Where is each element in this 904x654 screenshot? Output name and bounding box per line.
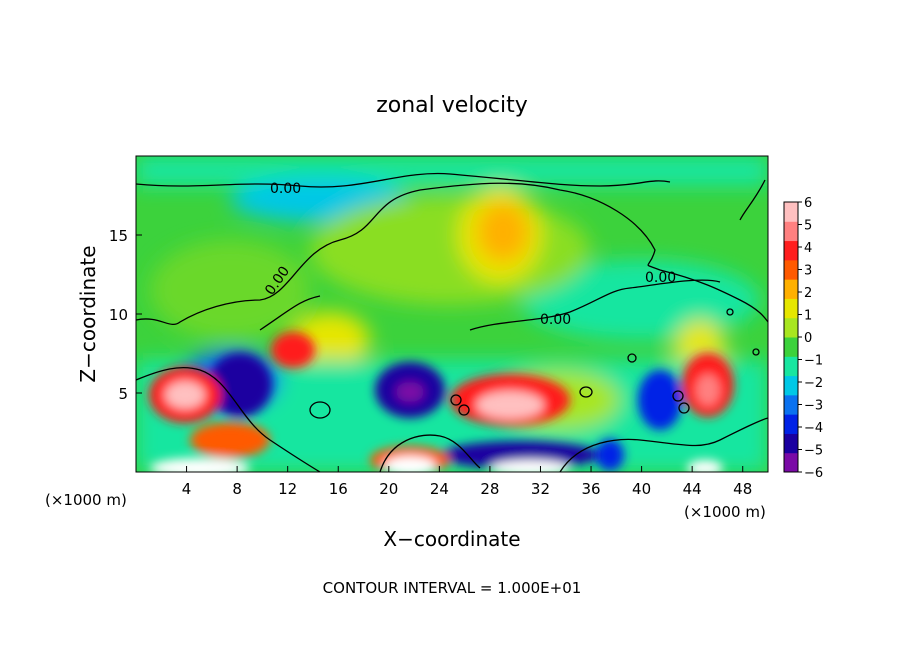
- pink-core-left: [165, 381, 205, 409]
- x-tick-label: 36: [581, 480, 600, 498]
- contour-loop-7: [458, 404, 470, 416]
- colorbar-swatch: [784, 375, 798, 396]
- white-bottom-far-right: [687, 460, 723, 472]
- pink-core-center: [476, 391, 544, 419]
- x-unit-left: (×1000 m): [45, 491, 127, 509]
- contour-center: [469, 279, 721, 331]
- red-blob-1: [271, 332, 315, 368]
- blue-right: [638, 370, 682, 430]
- contour-lower-left: [136, 367, 321, 472]
- top-band-cyan: [136, 156, 768, 186]
- y-axis-label: Z−coordinate: [76, 245, 100, 382]
- colorbar-tick-label: 2: [804, 286, 812, 301]
- x-tick-label: 32: [531, 480, 550, 498]
- colorbar-tick-label: 1: [804, 309, 812, 324]
- colorbar-swatch: [784, 433, 798, 454]
- colorbar-swatch: [784, 452, 798, 473]
- chart-title: zonal velocity: [376, 93, 528, 118]
- colorbar-swatch: [784, 394, 798, 415]
- colorbar-tick-label: −4: [804, 421, 823, 436]
- contour-lower-right: [559, 417, 768, 472]
- x-tick-label: 4: [182, 480, 192, 498]
- colorbar: 6 5 4 3 2 1 0 −1 −2 −3 −4 −5 −6: [783, 196, 823, 481]
- y-tick-label: 10: [109, 306, 128, 324]
- colorbar-tick-label: 5: [804, 219, 812, 234]
- contour-left-mid: [259, 295, 321, 331]
- white-bottom-left: [150, 458, 250, 472]
- x-unit-right: (×1000 m): [684, 503, 766, 521]
- x-axis-label: X−coordinate: [383, 527, 520, 551]
- colorbar-swatch: [784, 414, 798, 434]
- colorbar-tick-label: 4: [804, 241, 812, 256]
- colorbar-tick-label: −3: [804, 399, 823, 414]
- x-tick-label: 28: [480, 480, 499, 498]
- colorbar-swatch: [784, 356, 798, 377]
- contour-loop-6: [450, 394, 462, 406]
- orange-blob-bottom: [190, 422, 270, 458]
- colorbar-swatch: [784, 317, 798, 338]
- colorbar-tick-label: −5: [804, 444, 823, 459]
- contour-lower-mid: [379, 434, 481, 472]
- colorbar-swatch: [784, 221, 798, 242]
- x-tick-label: 24: [430, 480, 449, 498]
- contour-interval-note: CONTOUR INTERVAL = 1.000E+01: [323, 579, 582, 597]
- contour-loop-3: [627, 353, 637, 363]
- white-bottom-mid: [384, 456, 436, 472]
- colorbar-tick-label: −2: [804, 376, 823, 391]
- velocity-field: 0.00 0.00 0.00 0.00: [136, 156, 768, 472]
- contour-lines: [136, 172, 768, 472]
- contour-label: 0.00: [270, 181, 301, 197]
- blue-right-bottom: [596, 439, 624, 471]
- y-tick-label: 15: [109, 227, 128, 245]
- colorbar-tick-label: −6: [804, 466, 823, 481]
- x-tick-label: 16: [329, 480, 348, 498]
- white-bottom-right: [490, 460, 570, 472]
- contour-loop-4: [726, 308, 734, 316]
- colorbar-swatch: [784, 259, 798, 280]
- deep-blue-left: [208, 353, 272, 417]
- purple-core: [396, 382, 424, 402]
- x-tick-label: 40: [632, 480, 651, 498]
- contour-loop-9: [678, 402, 690, 414]
- colorbar-tick-label: 3: [804, 264, 812, 279]
- contour-loop-1: [309, 401, 331, 419]
- colorbar-swatch: [784, 279, 798, 299]
- colorbar-swatch: [784, 298, 798, 319]
- x-tick-label: 12: [278, 480, 297, 498]
- upper-orange-blob: [477, 202, 529, 262]
- pink-core-right: [696, 374, 720, 406]
- colorbar-swatch: [784, 240, 798, 261]
- contour-label: 0.00: [540, 312, 571, 328]
- contour-top: [136, 172, 671, 188]
- colorbar-tick-label: −1: [804, 354, 823, 369]
- left-green-blob: [150, 240, 310, 340]
- contour-label: 0.00: [645, 270, 676, 286]
- contour-loop-8: [672, 390, 684, 402]
- center-lightgreen-blob: [310, 195, 590, 305]
- x-axis-ticks: 4 8 12 16 20 24 28 32 36 40 44 48: [182, 466, 752, 498]
- x-tick-label: 20: [379, 480, 398, 498]
- colorbar-tick-label: 0: [804, 331, 812, 346]
- y-tick-label: 5: [118, 385, 128, 403]
- contour-loop-5: [752, 348, 760, 356]
- colorbar-swatch: [784, 337, 798, 357]
- y-axis-ticks: 5 10 15: [109, 227, 142, 403]
- x-tick-label: 44: [683, 480, 702, 498]
- contour-loop-2: [579, 386, 593, 398]
- contour-main: [136, 182, 768, 326]
- colorbar-swatch: [784, 202, 798, 222]
- deep-blue-bottom: [440, 441, 600, 469]
- x-tick-label: 8: [232, 480, 242, 498]
- colorbar-tick-label: 6: [804, 196, 812, 211]
- contour-right-top: [739, 179, 766, 221]
- x-tick-label: 48: [733, 480, 752, 498]
